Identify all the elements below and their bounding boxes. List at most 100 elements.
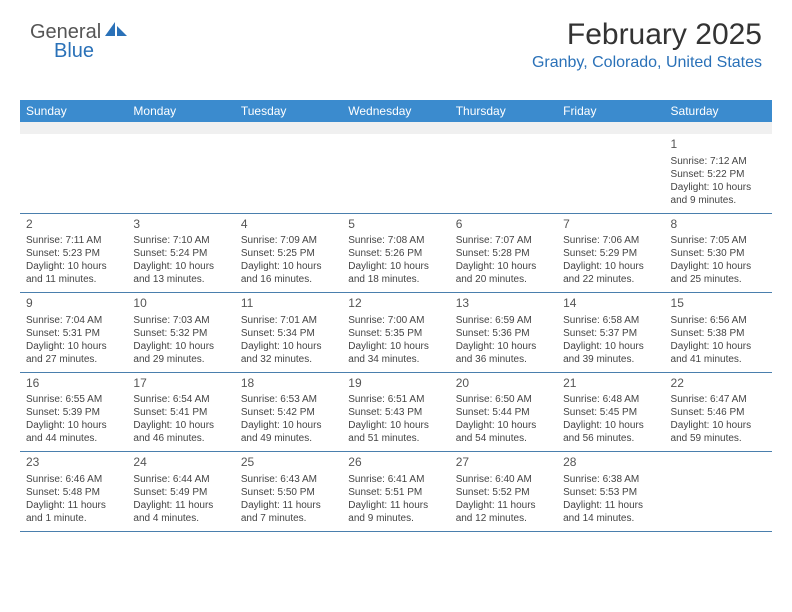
- day-number: 1: [671, 137, 766, 153]
- day-number: 8: [671, 217, 766, 233]
- weeks-container: 1Sunrise: 7:12 AMSunset: 5:22 PMDaylight…: [20, 134, 772, 532]
- sunrise-text: Sunrise: 7:08 AM: [348, 234, 443, 247]
- day-cell: 25Sunrise: 6:43 AMSunset: 5:50 PMDayligh…: [235, 452, 342, 531]
- daylight-text-2: and 22 minutes.: [563, 273, 658, 286]
- daylight-text-1: Daylight: 11 hours: [348, 499, 443, 512]
- daylight-text-2: and 7 minutes.: [241, 512, 336, 525]
- daylight-text-2: and 44 minutes.: [26, 432, 121, 445]
- sunset-text: Sunset: 5:38 PM: [671, 327, 766, 340]
- day-cell: 8Sunrise: 7:05 AMSunset: 5:30 PMDaylight…: [665, 214, 772, 293]
- dow-monday: Monday: [127, 100, 234, 122]
- daylight-text-1: Daylight: 11 hours: [133, 499, 228, 512]
- sunrise-text: Sunrise: 6:48 AM: [563, 393, 658, 406]
- sunset-text: Sunset: 5:45 PM: [563, 406, 658, 419]
- day-cell: 15 Sunrise: 6:56 AMSunset: 5:38 PMDayligh…: [665, 293, 772, 372]
- sunset-text: Sunset: 5:31 PM: [26, 327, 121, 340]
- sunrise-text: Sunrise: 6:55 AM: [26, 393, 121, 406]
- day-cell: 22Sunrise: 6:47 AMSunset: 5:46 PMDayligh…: [665, 373, 772, 452]
- day-number: 13: [456, 296, 551, 312]
- daylight-text-1: Daylight: 10 hours: [671, 181, 766, 194]
- dow-saturday: Saturday: [665, 100, 772, 122]
- day-number: 2: [26, 217, 121, 233]
- sunrise-text: Sunrise: 7:09 AM: [241, 234, 336, 247]
- sunrise-text: Sunrise: 6:41 AM: [348, 473, 443, 486]
- sunset-text: Sunset: 5:53 PM: [563, 486, 658, 499]
- sunrise-text: Sunrise: 7:11 AM: [26, 234, 121, 247]
- day-cell: 12Sunrise: 7:00 AMSunset: 5:35 PMDayligh…: [342, 293, 449, 372]
- sunset-text: Sunset: 5:39 PM: [26, 406, 121, 419]
- dow-thursday: Thursday: [450, 100, 557, 122]
- sunrise-text: Sunrise: 7:05 AM: [671, 234, 766, 247]
- sunrise-text: Sunrise: 6:53 AM: [241, 393, 336, 406]
- daylight-text-1: Daylight: 10 hours: [563, 340, 658, 353]
- daylight-text-2: and 32 minutes.: [241, 353, 336, 366]
- daylight-text-2: and 4 minutes.: [133, 512, 228, 525]
- sunrise-text: Sunrise: 7:04 AM: [26, 314, 121, 327]
- sunset-text: Sunset: 5:51 PM: [348, 486, 443, 499]
- sunset-text: Sunset: 5:52 PM: [456, 486, 551, 499]
- sunset-text: Sunset: 5:41 PM: [133, 406, 228, 419]
- day-cell: [665, 452, 772, 531]
- sunrise-text: Sunrise: 7:00 AM: [348, 314, 443, 327]
- location-text: Granby, Colorado, United States: [532, 54, 762, 72]
- daylight-text-1: Daylight: 10 hours: [26, 260, 121, 273]
- sunrise-text: Sunrise: 7:10 AM: [133, 234, 228, 247]
- sunset-text: Sunset: 5:37 PM: [563, 327, 658, 340]
- daylight-text-1: Daylight: 10 hours: [133, 419, 228, 432]
- daylight-text-2: and 1 minute.: [26, 512, 121, 525]
- daylight-text-1: Daylight: 10 hours: [456, 340, 551, 353]
- sunset-text: Sunset: 5:50 PM: [241, 486, 336, 499]
- day-number: 18: [241, 376, 336, 392]
- day-cell: [342, 134, 449, 213]
- daylight-text-1: Daylight: 10 hours: [671, 340, 766, 353]
- dow-wednesday: Wednesday: [342, 100, 449, 122]
- sunset-text: Sunset: 5:25 PM: [241, 247, 336, 260]
- day-cell: 23Sunrise: 6:46 AMSunset: 5:48 PMDayligh…: [20, 452, 127, 531]
- day-cell: 16Sunrise: 6:55 AMSunset: 5:39 PMDayligh…: [20, 373, 127, 452]
- day-cell: 20Sunrise: 6:50 AMSunset: 5:44 PMDayligh…: [450, 373, 557, 452]
- day-cell: 5Sunrise: 7:08 AMSunset: 5:26 PMDaylight…: [342, 214, 449, 293]
- day-cell: 4Sunrise: 7:09 AMSunset: 5:25 PMDaylight…: [235, 214, 342, 293]
- daylight-text-2: and 13 minutes.: [133, 273, 228, 286]
- day-number: 16: [26, 376, 121, 392]
- daylight-text-1: Daylight: 10 hours: [241, 260, 336, 273]
- sunrise-text: Sunrise: 7:12 AM: [671, 155, 766, 168]
- daylight-text-1: Daylight: 10 hours: [133, 340, 228, 353]
- day-cell: 18Sunrise: 6:53 AMSunset: 5:42 PMDayligh…: [235, 373, 342, 452]
- dow-tuesday: Tuesday: [235, 100, 342, 122]
- daylight-text-2: and 41 minutes.: [671, 353, 766, 366]
- day-cell: 7Sunrise: 7:06 AMSunset: 5:29 PMDaylight…: [557, 214, 664, 293]
- header: February 2025 Granby, Colorado, United S…: [532, 18, 762, 72]
- day-cell: 6Sunrise: 7:07 AMSunset: 5:28 PMDaylight…: [450, 214, 557, 293]
- daylight-text-1: Daylight: 10 hours: [456, 419, 551, 432]
- day-number: 9: [26, 296, 121, 312]
- daylight-text-2: and 14 minutes.: [563, 512, 658, 525]
- sunset-text: Sunset: 5:29 PM: [563, 247, 658, 260]
- dow-friday: Friday: [557, 100, 664, 122]
- daylight-text-1: Daylight: 10 hours: [26, 419, 121, 432]
- sunrise-text: Sunrise: 6:56 AM: [671, 314, 766, 327]
- daylight-text-2: and 12 minutes.: [456, 512, 551, 525]
- day-cell: 17Sunrise: 6:54 AMSunset: 5:41 PMDayligh…: [127, 373, 234, 452]
- day-number: 15: [671, 296, 766, 312]
- sunset-text: Sunset: 5:43 PM: [348, 406, 443, 419]
- daylight-text-2: and 39 minutes.: [563, 353, 658, 366]
- day-number: 6: [456, 217, 551, 233]
- sunrise-text: Sunrise: 6:50 AM: [456, 393, 551, 406]
- sunset-text: Sunset: 5:28 PM: [456, 247, 551, 260]
- sunset-text: Sunset: 5:46 PM: [671, 406, 766, 419]
- sunset-text: Sunset: 5:30 PM: [671, 247, 766, 260]
- day-cell: [127, 134, 234, 213]
- daylight-text-2: and 11 minutes.: [26, 273, 121, 286]
- sunrise-text: Sunrise: 6:58 AM: [563, 314, 658, 327]
- day-cell: 10Sunrise: 7:03 AMSunset: 5:32 PMDayligh…: [127, 293, 234, 372]
- daylight-text-1: Daylight: 10 hours: [241, 419, 336, 432]
- sunset-text: Sunset: 5:34 PM: [241, 327, 336, 340]
- day-number: 20: [456, 376, 551, 392]
- day-number: 4: [241, 217, 336, 233]
- daylight-text-1: Daylight: 11 hours: [26, 499, 121, 512]
- day-cell: [450, 134, 557, 213]
- daylight-text-2: and 46 minutes.: [133, 432, 228, 445]
- day-number: 5: [348, 217, 443, 233]
- dow-header-row: Sunday Monday Tuesday Wednesday Thursday…: [20, 100, 772, 122]
